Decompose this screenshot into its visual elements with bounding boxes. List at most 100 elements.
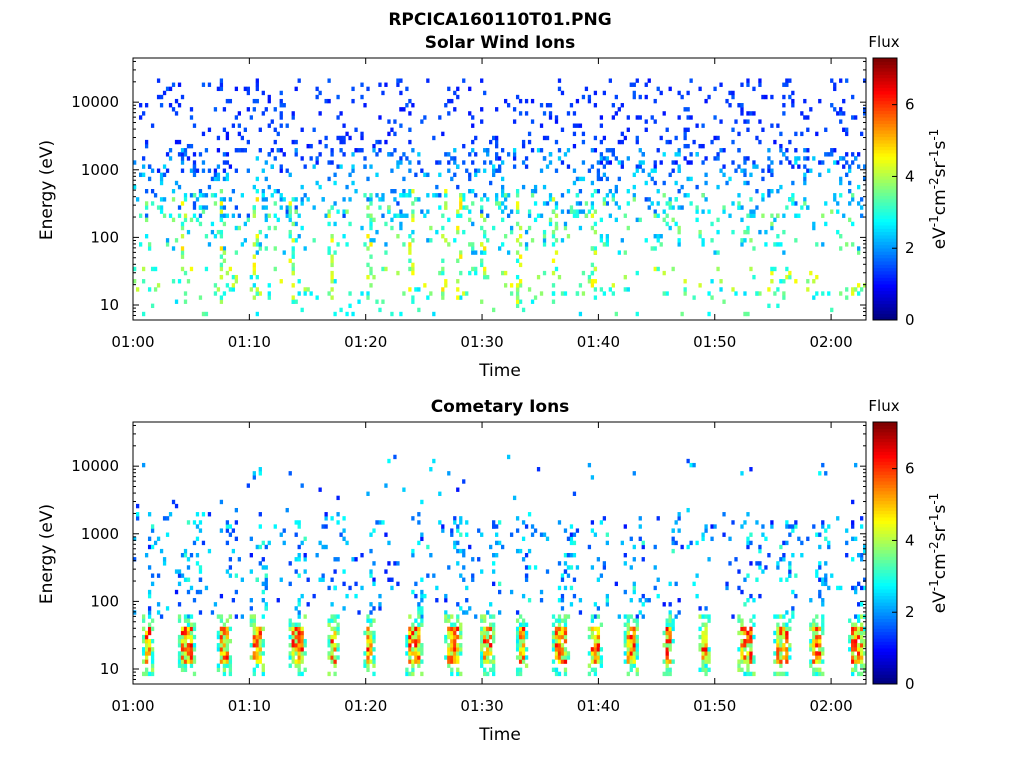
flux-pixel bbox=[776, 622, 780, 627]
colorbar-segment bbox=[873, 218, 897, 223]
flux-pixel bbox=[450, 630, 454, 636]
flux-pixel bbox=[150, 581, 155, 587]
colorbar-segment bbox=[873, 61, 897, 66]
flux-pixel bbox=[459, 520, 463, 525]
flux-pixel bbox=[815, 651, 819, 656]
flux-pixel bbox=[345, 242, 349, 247]
flux-pixel bbox=[587, 671, 592, 677]
flux-pixel bbox=[133, 557, 137, 562]
flux-pixel bbox=[623, 614, 627, 619]
flux-pixel bbox=[279, 168, 283, 173]
flux-pixel bbox=[456, 184, 460, 190]
flux-pixel bbox=[360, 291, 364, 296]
flux-pixel bbox=[309, 156, 313, 161]
flux-pixel bbox=[704, 647, 708, 652]
flux-pixel bbox=[767, 189, 771, 194]
flux-pixel bbox=[447, 663, 451, 668]
flux-pixel bbox=[150, 303, 155, 309]
flux-pixel bbox=[518, 279, 523, 284]
flux-pixel bbox=[701, 143, 705, 149]
flux-pixel bbox=[315, 160, 319, 165]
flux-pixel bbox=[698, 647, 702, 652]
flux-pixel bbox=[794, 238, 798, 243]
flux-pixel bbox=[779, 577, 783, 582]
flux-pixel bbox=[318, 111, 322, 116]
colorbar-segment bbox=[873, 516, 897, 521]
flux-pixel bbox=[378, 606, 382, 611]
flux-pixel bbox=[294, 634, 298, 640]
flux-pixel bbox=[495, 201, 499, 206]
flux-pixel bbox=[162, 197, 167, 202]
flux-pixel bbox=[252, 98, 256, 104]
flux-pixel bbox=[315, 94, 319, 100]
flux-pixel bbox=[318, 577, 322, 582]
flux-pixel bbox=[581, 270, 586, 276]
flux-pixel bbox=[453, 651, 457, 656]
flux-pixel bbox=[249, 115, 253, 120]
flux-pixel bbox=[692, 139, 696, 145]
flux-pixel bbox=[486, 148, 490, 153]
colorbar-segment bbox=[873, 448, 897, 452]
flux-pixel bbox=[225, 213, 230, 218]
flux-pixel bbox=[830, 573, 834, 578]
flux-pixel bbox=[551, 647, 556, 652]
colorbar-segment bbox=[873, 290, 897, 295]
flux-pixel bbox=[228, 638, 233, 644]
flux-pixel bbox=[159, 176, 164, 182]
colorbar-segment bbox=[873, 300, 897, 305]
flux-pixel bbox=[785, 540, 789, 546]
flux-pixel bbox=[674, 160, 678, 165]
flux-pixel bbox=[821, 647, 825, 652]
flux-pixel bbox=[815, 622, 819, 627]
flux-pixel bbox=[420, 577, 424, 582]
flux-pixel bbox=[740, 589, 744, 595]
flux-pixel bbox=[468, 544, 472, 550]
flux-pixel bbox=[617, 205, 621, 210]
flux-pixel bbox=[554, 115, 559, 120]
flux-pixel bbox=[605, 242, 609, 247]
flux-pixel bbox=[812, 279, 816, 284]
flux-pixel bbox=[815, 532, 819, 537]
flux-pixel bbox=[665, 221, 669, 227]
flux-pixel bbox=[836, 209, 840, 214]
flux-pixel bbox=[495, 139, 499, 145]
flux-pixel bbox=[258, 544, 262, 550]
flux-pixel bbox=[183, 638, 188, 644]
flux-pixel bbox=[614, 156, 618, 161]
flux-pixel bbox=[755, 291, 759, 296]
y-tick-label: 100 bbox=[90, 592, 119, 610]
flux-pixel bbox=[144, 234, 149, 239]
colorbar-segment bbox=[873, 277, 897, 282]
flux-pixel bbox=[530, 148, 535, 153]
flux-pixel bbox=[180, 630, 185, 636]
flux-pixel bbox=[480, 78, 484, 83]
flux-pixel bbox=[779, 643, 783, 648]
flux-pixel bbox=[743, 168, 747, 173]
flux-pixel bbox=[237, 225, 241, 231]
flux-pixel bbox=[593, 135, 598, 141]
flux-pixel bbox=[261, 626, 265, 632]
flux-pixel bbox=[183, 667, 188, 673]
flux-pixel bbox=[629, 647, 633, 652]
flux-pixel bbox=[788, 561, 792, 566]
flux-pixel bbox=[665, 647, 669, 652]
flux-pixel bbox=[138, 242, 143, 247]
flux-pixel bbox=[333, 659, 337, 664]
flux-pixel bbox=[857, 614, 861, 619]
colorbar-segment bbox=[873, 523, 897, 528]
flux-pixel bbox=[848, 201, 852, 206]
flux-pixel bbox=[315, 156, 319, 161]
flux-pixel bbox=[255, 197, 259, 202]
flux-pixel bbox=[668, 197, 672, 202]
flux-pixel bbox=[512, 495, 517, 501]
flux-pixel bbox=[369, 193, 373, 198]
flux-pixel bbox=[318, 139, 322, 145]
flux-pixel bbox=[707, 655, 711, 660]
flux-pixel bbox=[246, 139, 250, 145]
flux-pixel bbox=[291, 643, 295, 648]
flux-pixel bbox=[557, 274, 562, 280]
flux-pixel bbox=[848, 189, 852, 194]
colorbar-segment bbox=[873, 536, 897, 541]
flux-pixel bbox=[854, 589, 858, 595]
flux-pixel bbox=[141, 647, 146, 652]
